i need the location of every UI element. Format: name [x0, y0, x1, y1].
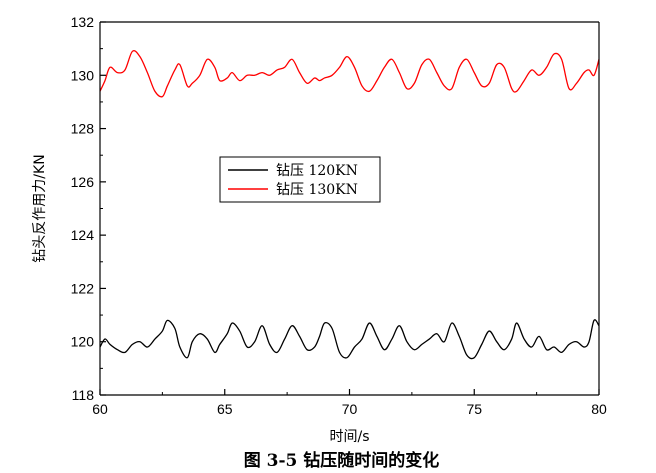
- x-tick-label: 60: [92, 401, 108, 417]
- y-axis-title: 钻头反作用力/KN: [32, 154, 48, 262]
- legend-box: [219, 156, 381, 203]
- y-tick-label: 128: [71, 121, 95, 137]
- series-line-120kn: [99, 319, 600, 360]
- y-tick-label: 120: [71, 334, 95, 350]
- y-tick-label: 122: [71, 280, 95, 296]
- y-tick-label: 126: [71, 174, 95, 190]
- y-tick-label: 118: [72, 387, 95, 403]
- x-tick-label: 70: [342, 401, 358, 417]
- series-line-130kn: [99, 50, 600, 98]
- legend-label-120kn: 钻压 120KN: [276, 163, 358, 179]
- legend: 钻压 120KN 钻压 130KN: [219, 156, 381, 203]
- ticks-layer: 118 120 122 124 126 128 130 132 60 65 70 75 80: [71, 14, 607, 417]
- x-tick-label: 75: [466, 401, 482, 417]
- y-tick-label: 124: [71, 227, 95, 243]
- y-tick-label: 130: [71, 67, 95, 83]
- x-tick-label: 80: [591, 401, 607, 417]
- series-layer: [99, 50, 600, 360]
- x-tick-label: 65: [217, 401, 233, 417]
- x-axis-title: 时间/s: [329, 429, 369, 445]
- figure-caption: 图 3-5 钻压随时间的变化: [244, 450, 440, 471]
- y-tick-label: 132: [71, 14, 95, 30]
- legend-label-130kn: 钻压 130KN: [276, 182, 358, 198]
